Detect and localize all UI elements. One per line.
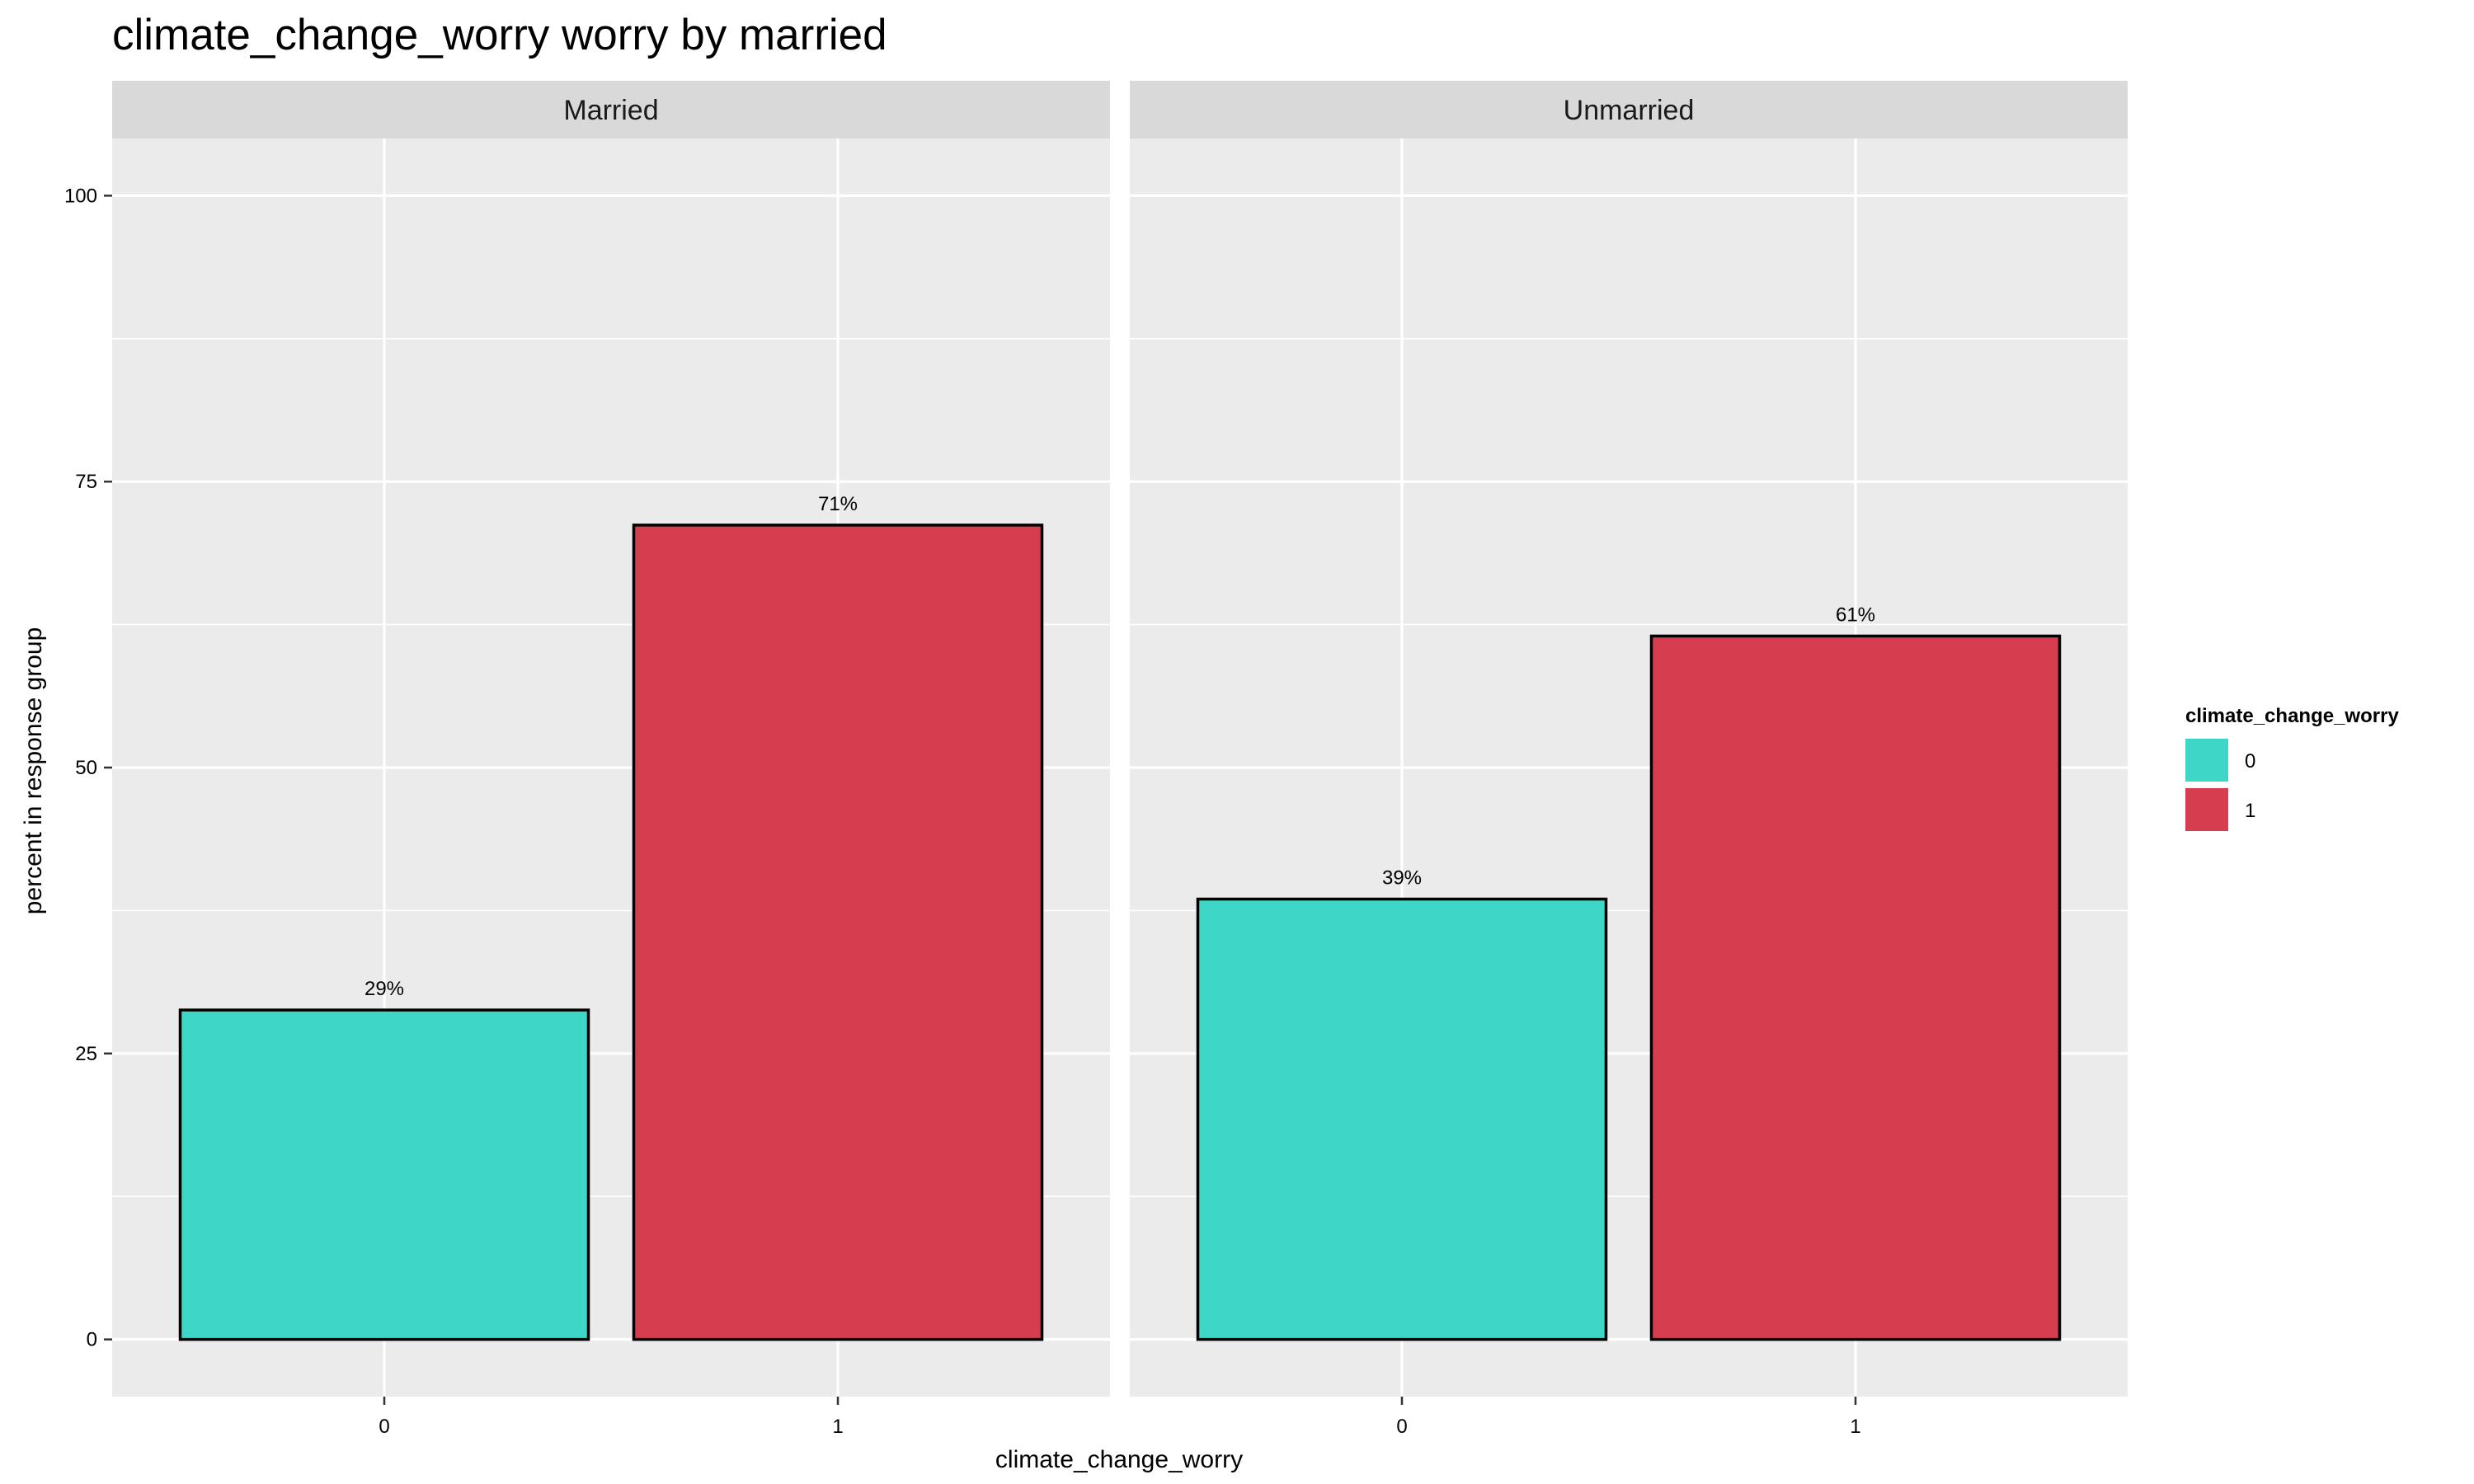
facet-panel-unmarried: Unmarried 39% 61% 0 1: [1130, 81, 2128, 1438]
bar-value-label: 61%: [1836, 603, 1875, 626]
x-axis-title: climate_change_worry: [995, 1446, 1243, 1473]
x-tick-label: 1: [832, 1416, 843, 1438]
y-axis: 0 25 50 75 100: [64, 185, 112, 1351]
bar-married-1: [632, 524, 1044, 1341]
facet-strip: [112, 81, 1110, 139]
facet-strip-label: Unmarried: [1564, 95, 1695, 126]
facet-panels: Married 29% 71% 0 1 Unmarried 39% 61% 0 1: [112, 81, 2128, 1438]
bar-value-label: 29%: [365, 978, 404, 1000]
legend-title: climate_change_worry: [2185, 705, 2399, 727]
facet-strip: [1130, 81, 2128, 139]
bar-value-label: 71%: [818, 493, 858, 515]
y-tick-label: 100: [64, 185, 97, 207]
legend-key-1: [2185, 788, 2228, 831]
y-tick-label: 25: [75, 1043, 97, 1065]
bar-unmarried-1: [1649, 634, 2062, 1341]
legend: climate_change_worry 01: [2185, 705, 2399, 831]
x-tick-label: 0: [379, 1416, 389, 1438]
bar-married-0: [178, 1008, 590, 1341]
legend-label-1: 1: [2245, 800, 2255, 822]
bar-unmarried-0: [1196, 897, 1608, 1341]
facet-panel-married: Married 29% 71% 0 1: [112, 81, 1110, 1438]
facet-strip-label: Married: [563, 95, 658, 126]
y-tick-label: 50: [75, 757, 97, 779]
legend-key-0: [2185, 739, 2228, 782]
y-tick-label: 0: [87, 1329, 97, 1351]
chart-title: climate_change_worry worry by married: [112, 11, 887, 59]
y-tick-label: 75: [75, 471, 97, 493]
x-tick-label: 0: [1396, 1416, 1407, 1438]
legend-items: 01: [2185, 739, 2255, 831]
legend-label-0: 0: [2245, 750, 2255, 773]
x-tick-label: 1: [1850, 1416, 1860, 1438]
y-axis-title: percent in response group: [20, 627, 47, 915]
bar-value-label: 39%: [1382, 867, 1422, 890]
